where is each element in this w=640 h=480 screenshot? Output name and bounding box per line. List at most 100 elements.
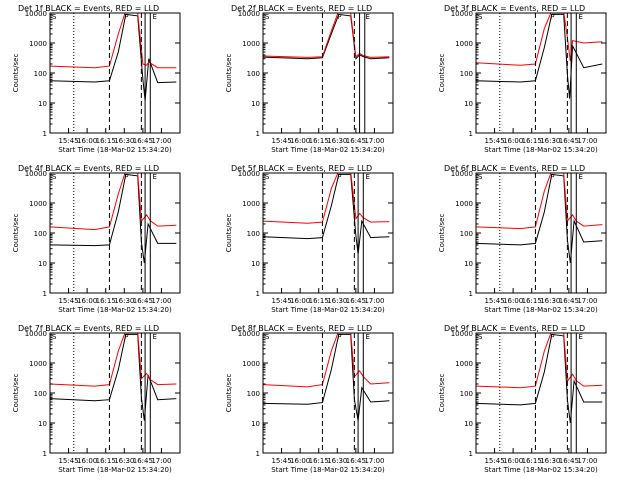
interval-marker: P bbox=[337, 13, 341, 21]
interval-marker: S bbox=[52, 333, 57, 341]
x-axis-label: Start Time (18-Mar-02 15:34:20) bbox=[271, 306, 385, 314]
x-tick-label: 16:15 bbox=[309, 457, 329, 465]
y-tick-label: 1000 bbox=[242, 200, 260, 208]
interval-marker: E bbox=[366, 173, 370, 181]
y-tick-label: 10 bbox=[38, 100, 47, 108]
x-tick-label: 16:00 bbox=[503, 457, 523, 465]
x-tick-label: 17:00 bbox=[577, 297, 597, 305]
x-tick-label: 15:45 bbox=[484, 297, 504, 305]
y-tick-label: 100 bbox=[460, 230, 473, 238]
x-tick-label: 17:00 bbox=[151, 457, 171, 465]
y-tick-label: 100 bbox=[460, 70, 473, 78]
panel-title: Det 4f BLACK = Events, RED = LLD bbox=[18, 164, 159, 173]
panel-title: Det 9f BLACK = Events, RED = LLD bbox=[444, 324, 585, 333]
lld-series-line bbox=[50, 333, 177, 387]
x-tick-label: 16:00 bbox=[290, 137, 310, 145]
x-tick-label: 16:30 bbox=[540, 457, 560, 465]
x-tick-label: 17:00 bbox=[364, 297, 384, 305]
interval-marker: S bbox=[52, 13, 57, 21]
interval-marker: E bbox=[153, 333, 157, 341]
interval-marker: P bbox=[124, 333, 128, 341]
y-tick-label: 100 bbox=[34, 230, 47, 238]
interval-marker: P bbox=[124, 13, 128, 21]
y-tick-label: 10000 bbox=[238, 170, 260, 178]
x-tick-label: 16:15 bbox=[96, 297, 116, 305]
x-axis-label: Start Time (18-Mar-02 15:34:20) bbox=[484, 146, 598, 154]
y-tick-label: 10 bbox=[251, 260, 260, 268]
x-tick-label: 15:45 bbox=[484, 457, 504, 465]
y-tick-label: 100 bbox=[247, 230, 260, 238]
x-axis-label: Start Time (18-Mar-02 15:34:20) bbox=[58, 466, 172, 474]
x-tick-label: 16:00 bbox=[77, 297, 97, 305]
x-tick-label: 15:45 bbox=[271, 137, 291, 145]
y-axis-label: Counts/sec bbox=[438, 374, 446, 413]
x-tick-label: 16:45 bbox=[346, 457, 366, 465]
x-tick-label: 17:00 bbox=[151, 297, 171, 305]
y-tick-label: 10 bbox=[38, 260, 47, 268]
y-tick-label: 1 bbox=[469, 450, 473, 458]
y-tick-label: 100 bbox=[247, 70, 260, 78]
x-tick-label: 16:15 bbox=[522, 457, 542, 465]
y-tick-label: 100 bbox=[247, 390, 260, 398]
y-tick-label: 10 bbox=[251, 420, 260, 428]
y-tick-label: 10000 bbox=[25, 170, 47, 178]
interval-marker: E bbox=[153, 173, 157, 181]
y-tick-label: 1000 bbox=[29, 40, 47, 48]
x-tick-label: 16:15 bbox=[309, 137, 329, 145]
panel-title: Det 2f BLACK = Events, RED = LLD bbox=[231, 4, 372, 13]
y-axis-label: Counts/sec bbox=[438, 54, 446, 93]
y-tick-label: 1000 bbox=[242, 360, 260, 368]
y-tick-label: 1000 bbox=[29, 200, 47, 208]
y-tick-label: 10000 bbox=[451, 10, 473, 18]
y-tick-label: 10 bbox=[464, 100, 473, 108]
y-axis-label: Counts/sec bbox=[225, 214, 233, 253]
y-tick-label: 1 bbox=[469, 130, 473, 138]
panel-title: Det 7f BLACK = Events, RED = LLD bbox=[18, 324, 159, 333]
interval-marker: P bbox=[124, 173, 128, 181]
y-axis-label: Counts/sec bbox=[225, 374, 233, 413]
y-axis-label: Counts/sec bbox=[438, 214, 446, 253]
y-tick-label: 1 bbox=[43, 130, 47, 138]
x-axis-label: Start Time (18-Mar-02 15:34:20) bbox=[271, 146, 385, 154]
y-tick-label: 1000 bbox=[455, 200, 473, 208]
interval-marker: S bbox=[478, 13, 483, 21]
x-tick-label: 16:45 bbox=[559, 457, 579, 465]
y-axis-label: Counts/sec bbox=[225, 54, 233, 93]
interval-marker: P bbox=[337, 173, 341, 181]
interval-marker: E bbox=[579, 173, 583, 181]
y-tick-label: 10000 bbox=[238, 10, 260, 18]
x-tick-label: 15:45 bbox=[271, 457, 291, 465]
lld-series-line bbox=[476, 173, 603, 230]
x-tick-label: 16:30 bbox=[327, 297, 347, 305]
panel-title: Det 6f BLACK = Events, RED = LLD bbox=[444, 164, 585, 173]
x-tick-label: 16:00 bbox=[77, 137, 97, 145]
interval-marker: E bbox=[579, 13, 583, 21]
interval-marker: P bbox=[337, 333, 341, 341]
x-tick-label: 15:45 bbox=[58, 457, 78, 465]
y-tick-label: 1 bbox=[256, 290, 260, 298]
panel-title: Det 3f BLACK = Events, RED = LLD bbox=[444, 4, 585, 13]
x-tick-label: 17:00 bbox=[577, 137, 597, 145]
lld-series-line bbox=[263, 173, 390, 224]
y-tick-label: 10 bbox=[38, 420, 47, 428]
y-tick-label: 1 bbox=[256, 130, 260, 138]
lld-series-line bbox=[263, 13, 390, 58]
interval-marker: E bbox=[579, 333, 583, 341]
x-tick-label: 16:30 bbox=[540, 297, 560, 305]
x-tick-label: 15:45 bbox=[484, 137, 504, 145]
panel-title: Det 5f BLACK = Events, RED = LLD bbox=[231, 164, 372, 173]
interval-marker: P bbox=[550, 13, 554, 21]
x-tick-label: 16:30 bbox=[114, 137, 134, 145]
x-tick-label: 16:45 bbox=[559, 137, 579, 145]
interval-marker: S bbox=[478, 333, 483, 341]
interval-marker: E bbox=[366, 13, 370, 21]
y-tick-label: 1000 bbox=[455, 360, 473, 368]
x-tick-label: 17:00 bbox=[364, 137, 384, 145]
x-tick-label: 16:45 bbox=[133, 137, 153, 145]
